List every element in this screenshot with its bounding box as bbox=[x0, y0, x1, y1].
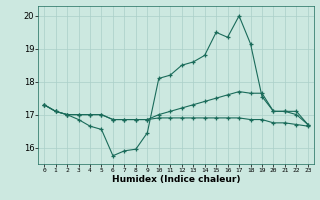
X-axis label: Humidex (Indice chaleur): Humidex (Indice chaleur) bbox=[112, 175, 240, 184]
